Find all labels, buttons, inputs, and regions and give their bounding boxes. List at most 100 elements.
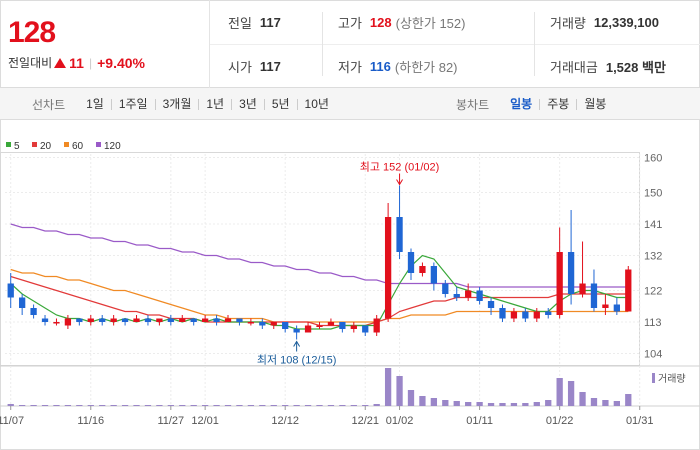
volume-bar [602,400,609,406]
candle-body [259,322,266,326]
candle-body [53,322,60,324]
volume-legend-label: 거래량 [658,373,686,385]
summary-col-1: 전일 117 시가 117 [228,0,281,88]
candle-body [556,252,563,315]
candle-chart-tabs: 봉차트 일봉 주봉 월봉 [456,88,613,120]
legend-label: 120 [104,141,121,152]
legend-label: 60 [72,141,84,152]
candle-body [270,322,277,326]
volume-bar [407,390,415,406]
volume-bar [499,403,506,406]
candle-body [510,311,518,319]
chart-legend: 5 20 60 120 [6,141,121,152]
change-label: 전일대비 [8,56,53,70]
low-value: 116 [369,58,391,74]
candle-body [282,322,289,329]
x-tick-label: 12/21 [351,415,379,427]
volume-bar [19,405,26,406]
volume-bar [373,404,380,406]
candles [7,185,632,340]
change-value: 11 [69,54,84,71]
volume-bar [201,405,209,406]
tab-3m[interactable]: 3개월 [154,98,199,110]
legend-swatch [32,142,37,147]
volume-bar [522,403,529,406]
x-axis: 11/07 11/16 11/27 12/01 12/12 12/21 01/02 01/11… [0,406,653,427]
volume-bar [53,405,60,406]
candle-body [602,304,609,308]
volume-bar [87,405,94,406]
volume-bar [545,400,552,406]
tab-monthly[interactable]: 월봉 [576,98,613,110]
volume-bar [465,402,472,406]
chart-grid [0,152,700,407]
volume-bar [453,401,460,406]
volume-label: 거래량 [550,15,586,31]
candle-body [613,304,620,312]
volume-bar [30,405,37,406]
volume-bar [487,403,495,406]
candle-body [625,269,632,312]
volume-bar [590,398,598,406]
volume-bar [396,376,403,406]
x-tick-label: 01/22 [546,415,574,427]
y-tick-label: 122 [644,286,662,298]
volume-bar [110,405,117,406]
summary-col-3: 거래량 12,339,100 거래대금 1,528 백만 [550,0,666,88]
change-percent: +9.40% [97,54,145,71]
change-separator: | [88,55,93,70]
high-value: 128 [369,14,392,30]
candle-body [327,322,335,326]
volume-legend-swatch [652,373,655,383]
low-label: 저가 [338,59,362,75]
volume-bar [362,405,369,406]
current-price: 128 [8,16,56,49]
line-chart-tabs: 선차트 1일 1주일 3개월 1년 3년 5년 10년 [32,88,336,120]
candle-body [110,318,117,322]
candle-body [87,318,94,322]
max-price-annotation: 최고 152 (01/02) [360,161,440,174]
volume-bar [247,405,255,406]
candle-body [339,322,346,329]
tab-1w[interactable]: 1주일 [110,98,155,110]
tab-3y[interactable]: 3년 [231,98,264,110]
column-divider [322,12,323,76]
tab-1y[interactable]: 1년 [198,98,231,110]
high-label: 고가 [338,15,362,31]
change-row: 전일대비 11 | +9.40% [8,54,145,71]
volume-bar [64,405,72,406]
upper-limit: (상한가 152) [395,15,466,31]
volume-bar [316,405,323,406]
candle-body [407,252,415,273]
volume-bar [99,405,106,406]
volume-bar [304,405,312,406]
legend-swatch [96,142,101,147]
open-label: 시가 [228,59,252,75]
x-tick-label: 11/07 [0,415,24,427]
tab-5y[interactable]: 5년 [263,98,297,110]
candle-body [236,318,243,322]
candle-body [19,297,26,308]
candle-body [179,318,186,322]
x-tick-label: 01/31 [626,415,654,427]
candle-body [453,294,460,298]
tab-10y[interactable]: 10년 [296,98,336,110]
price-summary: 128 전일대비 11 | +9.40% 전일 117 시가 117 고가 128 (상… [0,0,700,88]
candle-body [316,325,323,327]
amount-label: 거래대금 [550,59,598,75]
candle-body [350,325,357,329]
volume-bar [213,405,220,406]
y-tick-label: 141 [644,219,662,231]
volume-value: 12,339,100 [593,14,659,30]
ma120-line [10,223,629,288]
tab-1d[interactable]: 1일 [86,96,104,111]
candle-body [362,325,369,333]
candle-body [247,322,255,324]
candle-body [373,318,380,333]
candle-body [590,283,598,308]
candle-body [476,290,483,301]
tab-daily[interactable]: 일봉 [510,96,533,111]
tab-weekly[interactable]: 주봉 [539,98,576,110]
volume-bar [270,405,277,406]
volume-bar [384,368,392,406]
